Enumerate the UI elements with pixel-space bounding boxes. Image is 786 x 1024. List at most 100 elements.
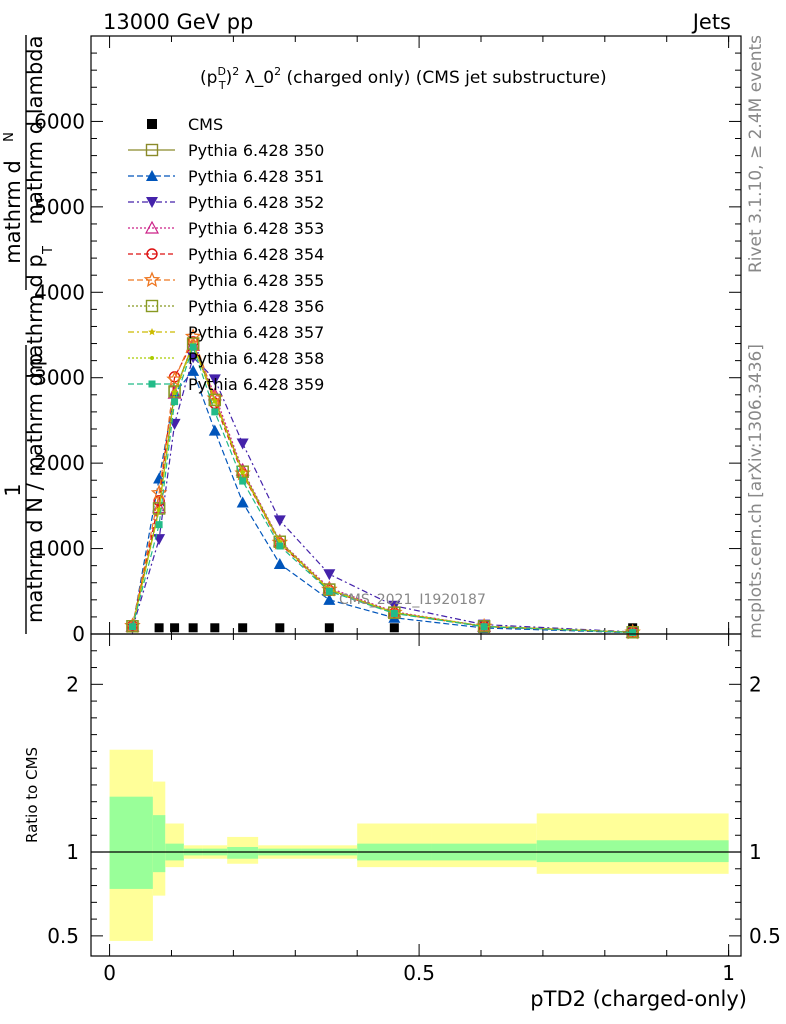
legend-marker bbox=[143, 271, 161, 288]
data-point bbox=[208, 393, 222, 407]
uncertainty-band-inner bbox=[227, 846, 259, 859]
data-point bbox=[239, 477, 247, 485]
legend-marker bbox=[150, 356, 154, 360]
legend: CMS Pythia 6.428 350 Pythia 6.428 351 Pythi… bbox=[128, 115, 324, 394]
legend-marker bbox=[145, 143, 159, 157]
ratio-ylabel: Ratio to CMS bbox=[23, 747, 41, 843]
series-7 bbox=[126, 337, 639, 639]
data-point bbox=[325, 587, 333, 595]
title-part-d: D bbox=[217, 65, 225, 78]
data-point-cms bbox=[324, 623, 334, 633]
title-part-sq1: 2 bbox=[232, 65, 239, 78]
title-part-p: (p bbox=[200, 68, 217, 88]
ylabel-den-dp: mathrm d p bbox=[23, 254, 47, 378]
legend-label: Pythia 6.428 351 bbox=[188, 167, 324, 186]
title-part-lambda: λ_0 bbox=[239, 68, 274, 88]
legend-item: Pythia 6.428 358 bbox=[128, 349, 324, 368]
legend-marker bbox=[146, 170, 158, 181]
ylabel-num-d: mathrm d bbox=[1, 160, 25, 264]
legend-item: CMS bbox=[147, 115, 223, 134]
legend-marker bbox=[146, 248, 158, 260]
data-point bbox=[323, 583, 336, 596]
uncertainty-band-inner bbox=[109, 796, 153, 889]
ratio-y-tick-label-right: 0.5 bbox=[749, 924, 781, 948]
legend-marker bbox=[145, 299, 159, 313]
legend-label: Pythia 6.428 357 bbox=[188, 323, 324, 342]
y-tick-label: 5000 bbox=[34, 195, 85, 219]
legend-item: Pythia 6.428 354 bbox=[128, 245, 324, 264]
series-10 bbox=[128, 343, 637, 636]
data-point-cms bbox=[275, 623, 285, 633]
data-point bbox=[157, 508, 162, 513]
legend-label: Pythia 6.428 354 bbox=[188, 245, 324, 264]
data-point bbox=[629, 628, 637, 636]
legend-item: Pythia 6.428 359 bbox=[128, 375, 324, 394]
y-tick-label: 0 bbox=[72, 622, 85, 646]
x-axis-label: pTD2 (charged-only) bbox=[530, 987, 747, 1011]
x-tick-label: 0.5 bbox=[403, 961, 435, 985]
legend-label: Pythia 6.428 353 bbox=[188, 219, 324, 238]
plot-title: (pD T)2 λ_02 (charged only) (CMS jet subs… bbox=[200, 65, 607, 92]
legend-item: Pythia 6.428 352 bbox=[128, 193, 324, 212]
data-point bbox=[273, 557, 286, 569]
data-point-cms bbox=[188, 623, 198, 633]
title-part-sq2: 2 bbox=[274, 65, 281, 78]
y-tick-label: 6000 bbox=[34, 109, 85, 133]
legend-label: Pythia 6.428 356 bbox=[188, 297, 324, 316]
data-point bbox=[240, 470, 245, 475]
data-point bbox=[236, 496, 249, 508]
legend-item: Pythia 6.428 357 bbox=[128, 323, 324, 342]
legend-label: Pythia 6.428 352 bbox=[188, 193, 324, 212]
data-point bbox=[211, 408, 219, 416]
legend-marker bbox=[148, 380, 156, 388]
series-line bbox=[131, 356, 633, 633]
legend-item: Pythia 6.428 355 bbox=[128, 271, 324, 290]
legend-label: Pythia 6.428 350 bbox=[188, 141, 324, 160]
y-tick-label: 2000 bbox=[34, 451, 85, 475]
uncertainty-band-inner bbox=[536, 840, 729, 863]
legend-item: Pythia 6.428 356 bbox=[128, 297, 324, 316]
legend-marker bbox=[148, 328, 156, 336]
ratio-plot-frame bbox=[90, 633, 742, 957]
x-tick-label: 1 bbox=[722, 961, 735, 985]
title-part-close: ) bbox=[226, 68, 233, 88]
data-point bbox=[155, 521, 163, 529]
data-point bbox=[390, 609, 398, 617]
data-point bbox=[276, 542, 284, 550]
data-point bbox=[128, 623, 136, 631]
data-point bbox=[323, 593, 336, 605]
header-left: 13000 GeV pp bbox=[103, 10, 253, 34]
data-point bbox=[273, 515, 286, 527]
series-line bbox=[131, 345, 633, 634]
legend-marker bbox=[144, 220, 160, 234]
data-point bbox=[153, 534, 166, 546]
x-tick-label: 0 bbox=[103, 961, 116, 985]
data-point bbox=[323, 569, 336, 581]
data-point bbox=[152, 502, 166, 515]
ylabel-num-n: N bbox=[2, 132, 17, 142]
title-part-rest: (charged only) (CMS jet substructure) bbox=[281, 68, 607, 88]
data-point bbox=[172, 391, 177, 396]
y-tick-label: 3000 bbox=[34, 366, 85, 390]
data-point bbox=[388, 606, 401, 619]
ratio-y-tick-label-left: 2 bbox=[66, 672, 79, 696]
data-point bbox=[208, 374, 221, 386]
ylabel-den-dl: mathrm d lambda bbox=[23, 36, 47, 225]
y-tick-label: 1000 bbox=[34, 537, 85, 561]
legend-marker bbox=[147, 119, 157, 129]
data-point bbox=[187, 352, 200, 364]
y-tick-label: 4000 bbox=[34, 280, 85, 304]
ratio-y-tick-label-right: 2 bbox=[749, 672, 762, 696]
legend-label: Pythia 6.428 359 bbox=[188, 375, 324, 394]
ratio-y-tick-label-left: 0.5 bbox=[47, 924, 79, 948]
data-point bbox=[480, 623, 488, 631]
data-point-cms bbox=[389, 623, 399, 633]
legend-label: CMS bbox=[188, 115, 223, 134]
data-point bbox=[236, 465, 249, 478]
data-point bbox=[171, 398, 179, 406]
y-axis-label: 1 mathrm d N / mathrm d p mathrm d N mat… bbox=[1, 35, 56, 634]
mcplots-label: mcplots.cern.ch [arXiv:1306.3436] bbox=[746, 344, 766, 639]
ylabel-denominator: mathrm d N / mathrm d p bbox=[23, 353, 47, 623]
main-plot: 0 1000 2000 3000 4000 5000 6000 CMS_2021_I1920… bbox=[34, 35, 742, 646]
data-point bbox=[187, 364, 200, 376]
